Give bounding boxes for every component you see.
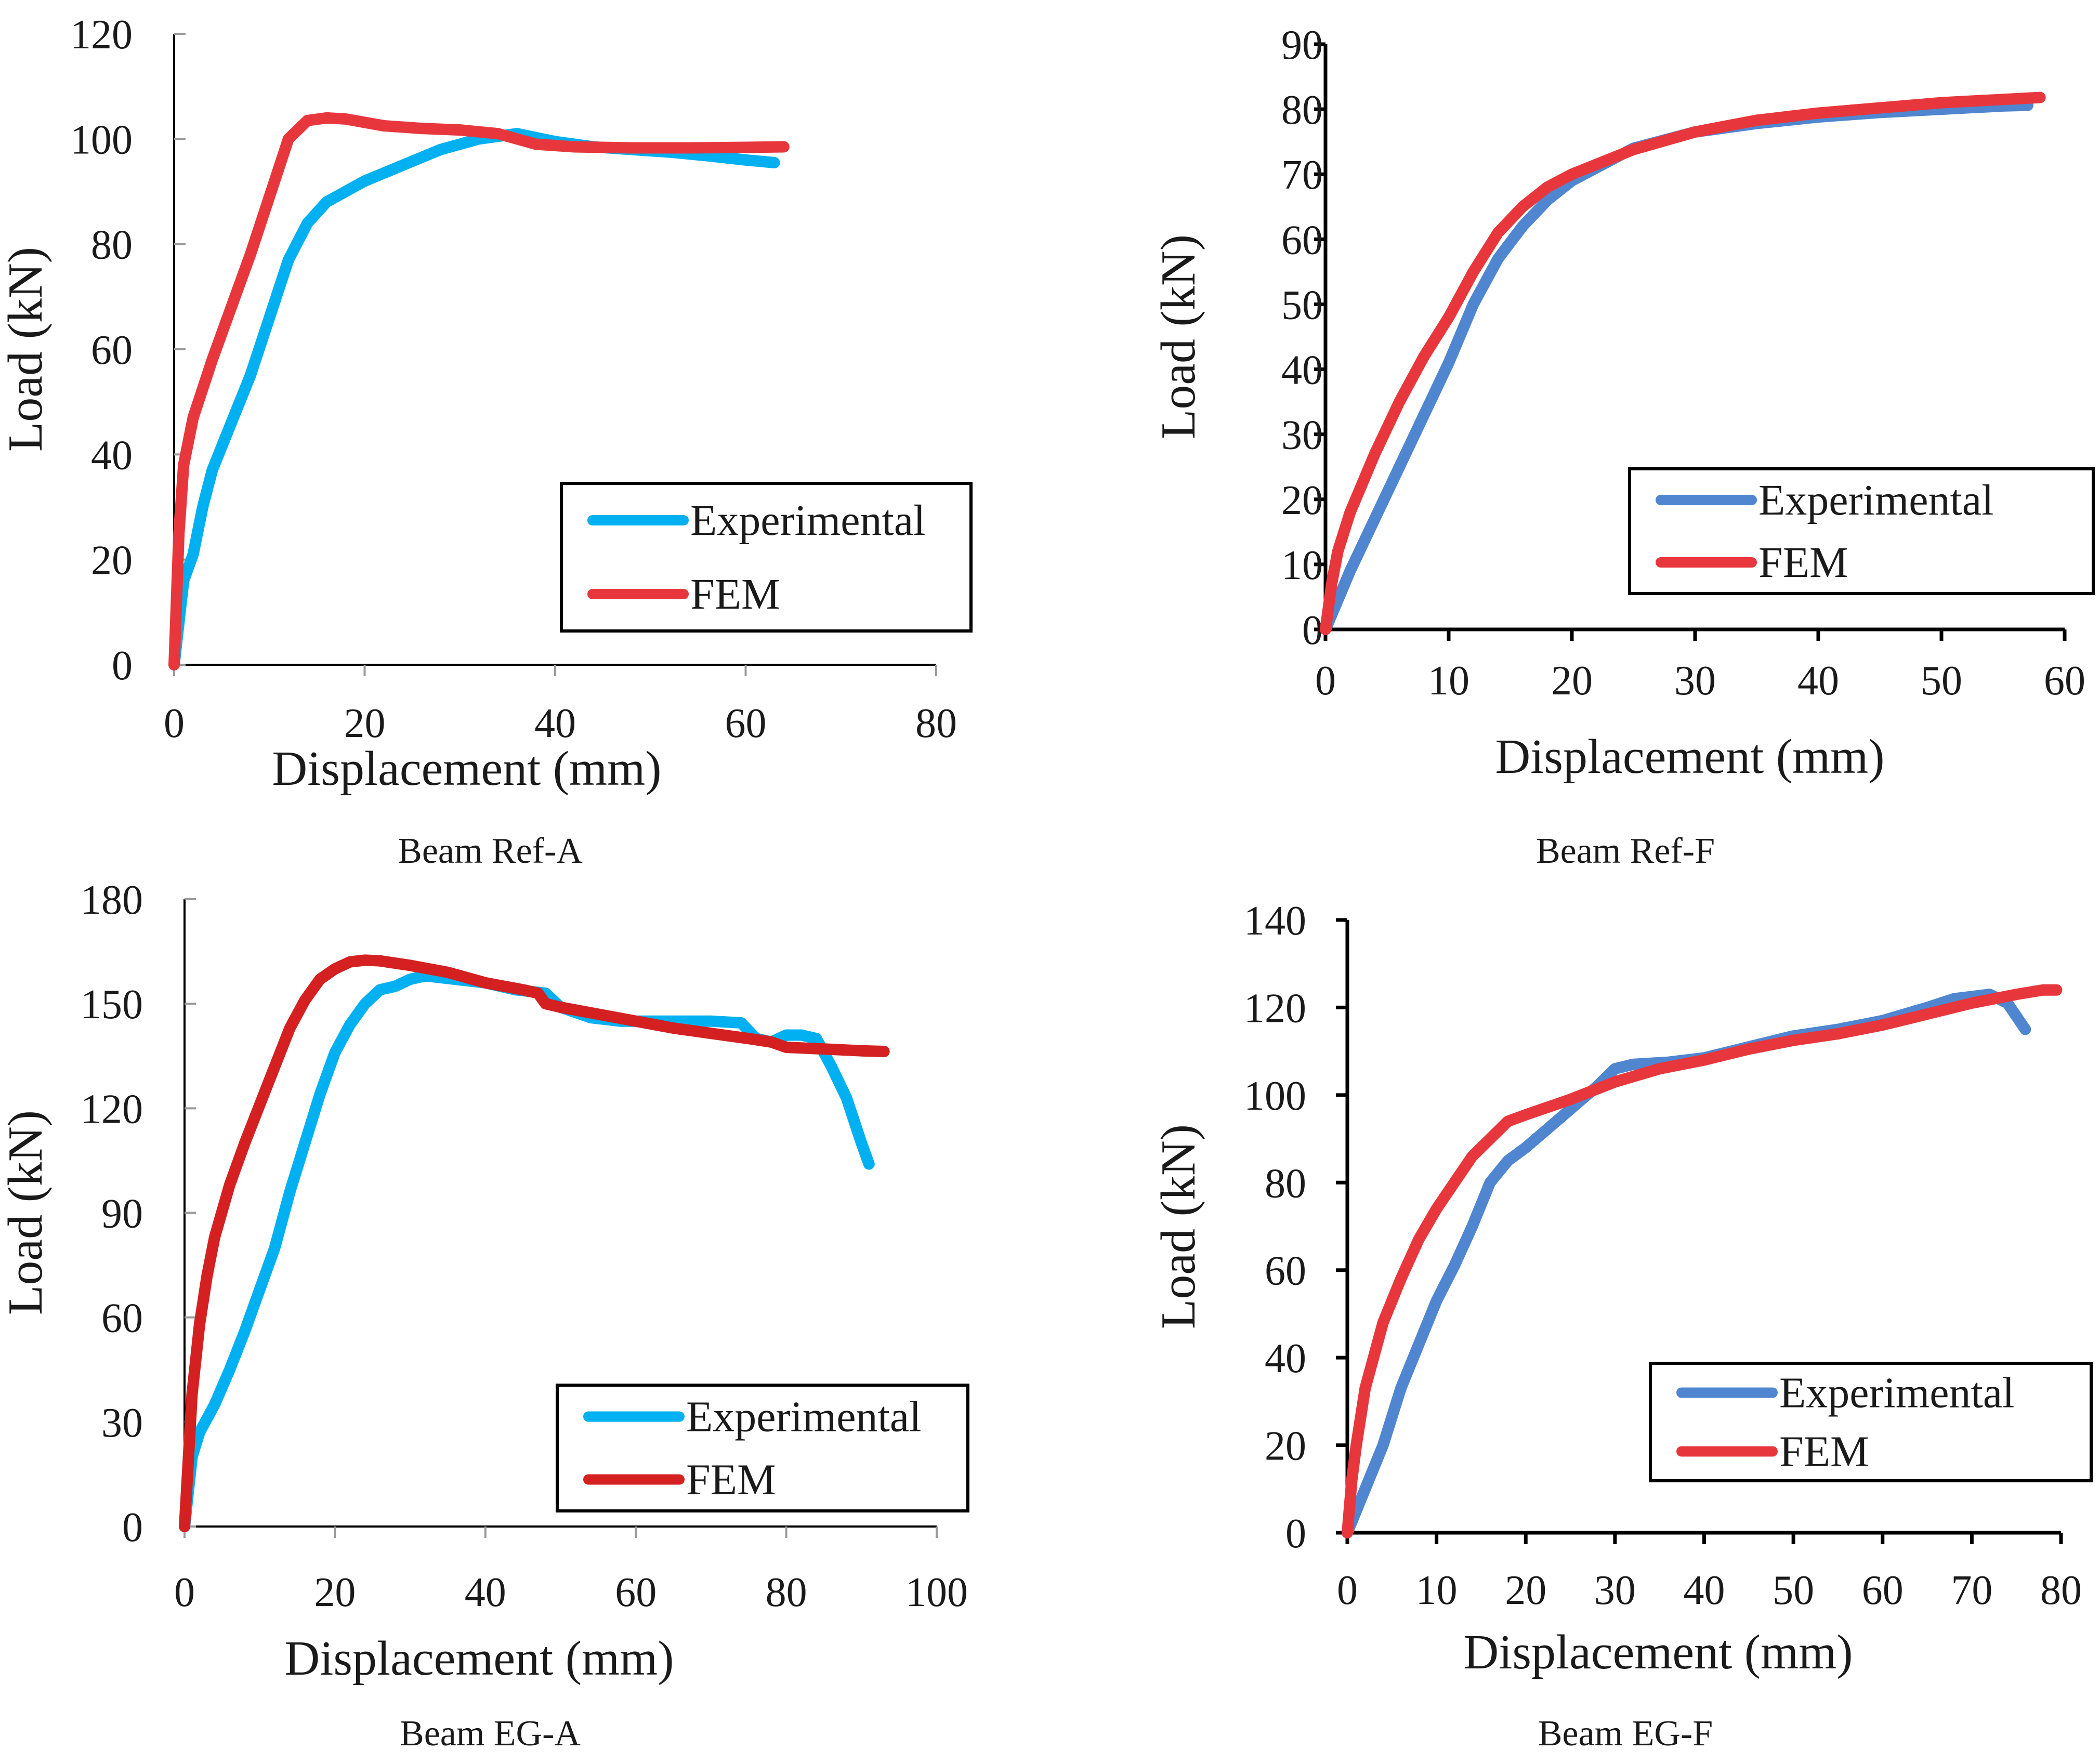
legend-label: Experimental (1779, 1369, 2014, 1417)
x-tick-label: 80 (915, 701, 957, 746)
x-tick-label: 0 (164, 701, 185, 746)
y-tick-label: 30 (1281, 413, 1323, 458)
legend-label: Experimental (690, 496, 925, 545)
series-line-experimental (1342, 989, 2031, 1538)
legend: Experimental FEM (1649, 1362, 2093, 1482)
x-tick-label: 40 (534, 701, 576, 746)
y-tick-label: 30 (101, 1400, 143, 1446)
series-line-fem (168, 112, 790, 670)
legend-box (1628, 467, 2095, 595)
x-tick-label: 0 (1315, 658, 1336, 704)
panel-caption: Beam EG-A (400, 1714, 581, 1754)
x-tick-label: 10 (1416, 1568, 1458, 1613)
y-axis-title: Load (kN) (0, 247, 52, 452)
legend-label: FEM (690, 570, 780, 619)
x-tick-label: 20 (1551, 658, 1593, 704)
y-tick-label: 80 (91, 222, 133, 268)
series-line-fem (1342, 984, 2063, 1538)
y-tick-label: 90 (1281, 22, 1323, 68)
y-tick-label: 90 (101, 1191, 143, 1237)
x-tick-label: 10 (1428, 658, 1469, 704)
y-tick-label: 70 (1281, 152, 1323, 198)
series-line-fem (1320, 91, 2046, 635)
y-tick-label: 60 (1281, 217, 1323, 263)
y-tick-label: 0 (112, 643, 133, 689)
y-tick-label: 20 (1281, 478, 1323, 523)
y-tick-label: 40 (91, 432, 133, 478)
y-tick-label: 60 (101, 1296, 143, 1341)
y-tick-label: 100 (70, 117, 133, 163)
y-tick-label: 0 (1302, 608, 1323, 653)
y-tick-label: 120 (81, 1086, 143, 1132)
y-tick-label: 150 (81, 982, 143, 1028)
x-tick-label: 50 (1773, 1568, 1814, 1613)
y-tick-label: 0 (122, 1505, 143, 1550)
legend-box (556, 1384, 969, 1512)
legend-box (560, 482, 973, 633)
x-tick-label: 80 (2040, 1568, 2082, 1613)
x-tick-label: 80 (766, 1570, 807, 1615)
legend-label: FEM (686, 1456, 776, 1504)
chart-0: 0 20 40 60 80 100 120 0 20 40 60 80 Displacement (mm… (0, 12, 973, 871)
panel-caption: Beam EG-F (1538, 1714, 1713, 1754)
y-tick-label: 20 (91, 538, 133, 584)
x-tick-label: 30 (1594, 1568, 1636, 1613)
x-tick-label: 60 (615, 1570, 657, 1615)
x-tick-label: 20 (344, 701, 386, 746)
y-tick-label: 40 (1265, 1336, 1306, 1382)
legend: Experimental FEM (556, 1384, 969, 1512)
x-tick-label: 40 (1797, 658, 1839, 704)
y-axis-title: Load (kN) (1151, 234, 1205, 439)
y-axis-title: Load (kN) (0, 1110, 52, 1315)
panel-caption: Beam Ref-A (398, 831, 583, 871)
legend-box (1649, 1362, 2093, 1482)
x-tick-label: 40 (1684, 1568, 1725, 1613)
x-tick-label: 0 (174, 1570, 195, 1615)
x-tick-label: 50 (1921, 658, 1962, 704)
x-tick-label: 70 (1951, 1568, 1992, 1613)
y-tick-label: 60 (91, 327, 133, 373)
x-tick-label: 100 (905, 1570, 968, 1615)
y-tick-label: 80 (1265, 1161, 1306, 1206)
x-tick-label: 0 (1337, 1568, 1358, 1613)
y-tick-label: 10 (1281, 543, 1323, 588)
x-tick-label: 60 (2044, 658, 2085, 704)
y-tick-label: 120 (70, 12, 133, 58)
y-tick-label: 120 (1244, 985, 1306, 1031)
legend: Experimental FEM (560, 482, 973, 633)
y-tick-label: 80 (1281, 87, 1323, 133)
y-axis-title: Load (kN) (1151, 1124, 1205, 1329)
x-tick-label: 60 (1862, 1568, 1904, 1613)
chart-2: 0 30 60 90 120 150 180 0 20 40 60 80 100 Displacement… (0, 877, 969, 1754)
y-tick-label: 0 (1285, 1511, 1306, 1557)
y-tick-label: 20 (1265, 1424, 1306, 1469)
x-tick-label: 30 (1674, 658, 1716, 704)
panel-caption: Beam Ref-F (1536, 831, 1715, 871)
chart-3: 0 20 40 60 80 100 120 140 0 10 20 30 40 50 60 70 80 Displ… (1151, 898, 2093, 1754)
y-tick-label: 40 (1281, 348, 1323, 393)
legend-label: FEM (1758, 538, 1848, 587)
y-tick-label: 50 (1281, 282, 1323, 328)
y-tick-label: 60 (1265, 1248, 1306, 1294)
y-tick-label: 140 (1244, 898, 1306, 944)
x-axis-title: Displacement (mm) (284, 1632, 674, 1686)
y-tick-label: 100 (1244, 1073, 1306, 1119)
x-tick-label: 20 (1505, 1568, 1546, 1613)
y-tick-label: 180 (81, 877, 143, 923)
x-axis-title: Displacement (mm) (272, 742, 661, 796)
x-tick-label: 40 (465, 1570, 506, 1615)
series-line-fem (179, 954, 890, 1532)
legend-label: Experimental (686, 1393, 921, 1441)
legend-label: Experimental (1758, 476, 1993, 524)
chart-1: 0 10 20 30 40 50 60 70 80 90 0 10 20 30 40 50 60 Displace… (1151, 22, 2095, 871)
x-tick-label: 20 (314, 1570, 356, 1615)
x-tick-label: 60 (725, 701, 767, 746)
legend-label: FEM (1779, 1428, 1869, 1476)
legend: Experimental FEM (1628, 467, 2095, 595)
x-axis-title: Displacement (mm) (1495, 730, 1884, 784)
x-axis-title: Displacement (mm) (1463, 1625, 1853, 1679)
